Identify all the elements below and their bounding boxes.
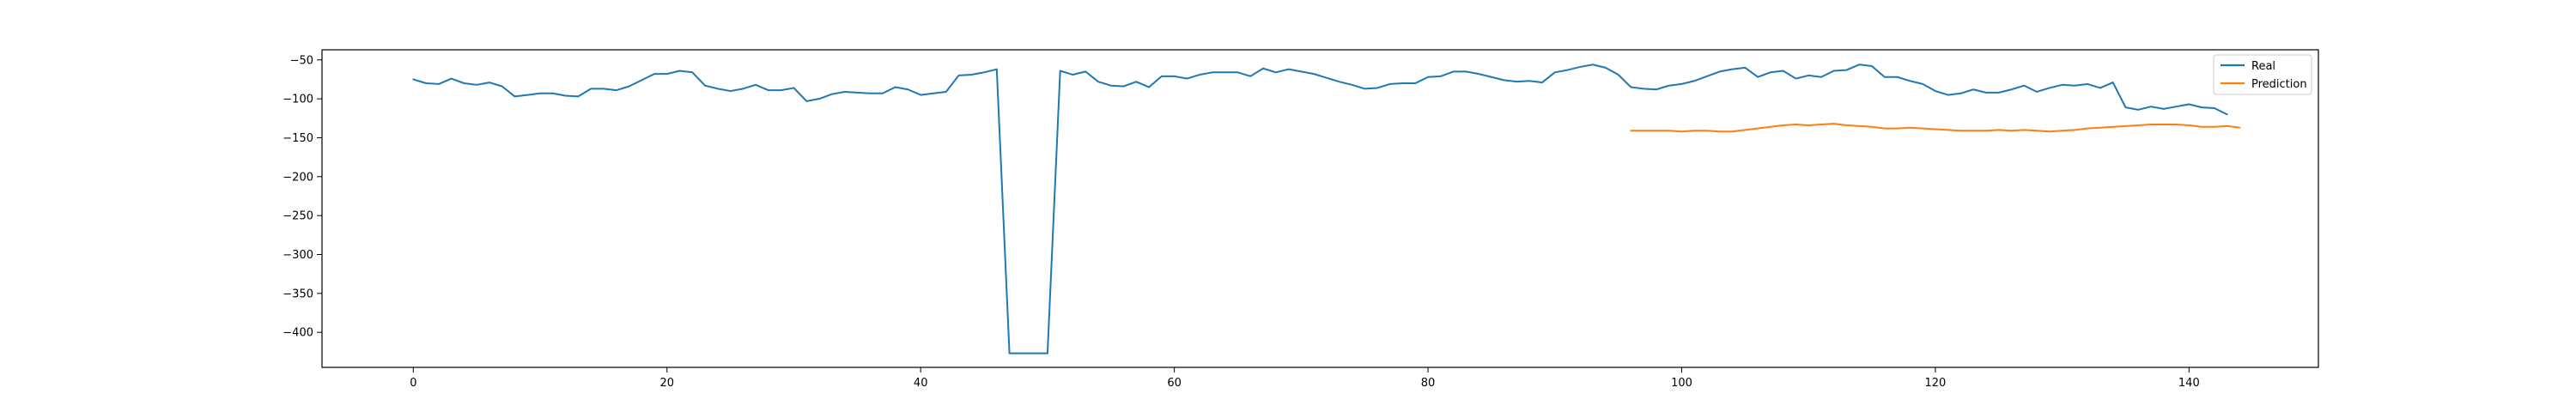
series-line-prediction bbox=[1630, 123, 2241, 133]
x-tick-label: 0 bbox=[410, 377, 416, 390]
legend-label-real: Real bbox=[2251, 60, 2275, 73]
y-tick-label: −150 bbox=[283, 132, 313, 145]
y-tick-label: −50 bbox=[290, 54, 313, 67]
series-layer bbox=[412, 64, 2241, 354]
y-tick-label: −400 bbox=[283, 327, 313, 340]
x-tick-label: 40 bbox=[914, 377, 928, 390]
x-tick-label: 100 bbox=[1671, 377, 1692, 390]
plot-frame bbox=[321, 49, 2319, 368]
x-tick-label: 120 bbox=[1924, 377, 1946, 390]
x-tick-label: 140 bbox=[2178, 377, 2200, 390]
y-tick-label: −200 bbox=[283, 171, 313, 184]
x-tick-label: 80 bbox=[1421, 377, 1436, 390]
y-axis: −50 −100 −150 −200 −250 −300 −350 −400 bbox=[283, 54, 322, 340]
legend-label-prediction: Prediction bbox=[2251, 78, 2307, 91]
y-tick-label: −300 bbox=[283, 249, 313, 262]
y-tick-label: −350 bbox=[283, 288, 313, 300]
y-tick-label: −100 bbox=[283, 94, 313, 106]
legend: Real Prediction bbox=[2213, 54, 2312, 95]
x-tick-label: 60 bbox=[1167, 377, 1182, 390]
series-line-real bbox=[412, 64, 2228, 354]
y-tick-label: −250 bbox=[283, 210, 313, 223]
x-axis: 0 20 40 60 80 100 120 140 bbox=[410, 367, 2200, 390]
plot-area bbox=[322, 50, 2318, 367]
x-tick-label: 20 bbox=[660, 377, 675, 390]
